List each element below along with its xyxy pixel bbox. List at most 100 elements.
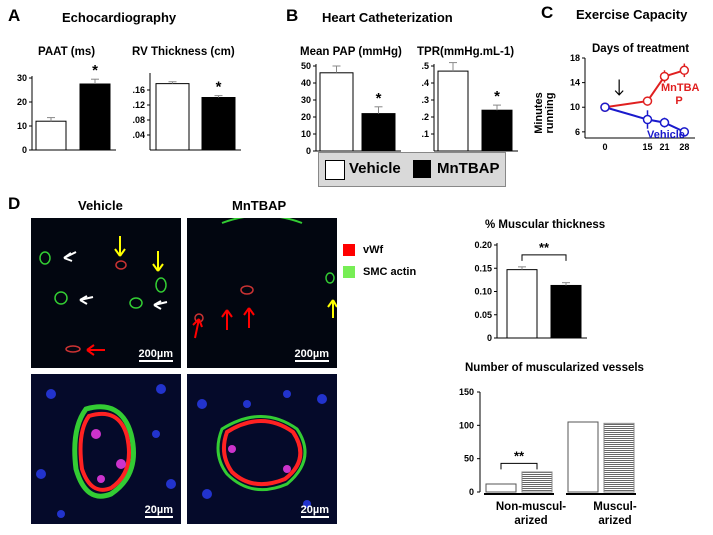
nvessels-title: Number of muscularized vessels [465,362,644,374]
bar-vehicle [35,120,67,151]
treatment-arrow [614,79,624,96]
bar-mntbap [521,471,553,493]
y-tick-label: 0 [22,145,27,155]
significance-star: * [216,79,222,96]
x-tick-label: 21 [659,142,669,152]
micro-vehicle-top: 200µm [31,218,181,368]
significance-bracket [500,462,538,470]
series-line [604,69,685,109]
panel-letter-b: B [286,6,299,25]
significance-bracket [521,254,567,261]
significance-star: * [92,62,98,79]
bar-mntbap [603,422,635,493]
data-point [600,102,610,112]
scale-bar-mntbap-bottom: 20µm [300,504,329,518]
y-tick-label: 20 [17,97,27,107]
nonmusc-label: Non-muscul- arized [495,501,567,527]
x-tick-label: 28 [679,142,689,152]
scale-bar-mntbap-top: 200µm [294,348,329,362]
scale-bar-vehicle-bottom: 20µm [144,504,173,518]
smc-label: SMC actin [363,266,417,278]
data-point [679,127,690,137]
bar-vehicle [567,421,599,493]
x-tick-label: 15 [642,142,652,152]
echo-title: Echocardiography [62,10,177,25]
panel-letter-c: C [541,3,554,22]
legend-box: Vehicle MnTBAP [318,152,506,187]
bar-vehicle [437,70,469,152]
micro-mntbap-label: MnTBAP [232,198,287,213]
micro-mntbap-bottom: 20µm [187,374,337,524]
smc-swatch [343,266,355,278]
y-tick-label: 100 [459,420,474,430]
bar-mntbap [481,109,513,152]
micro-vehicle-bottom: 20µm [31,374,181,524]
days-title: Days of treatment [592,43,690,55]
bar-vehicle [485,483,517,493]
y-tick-label: 50 [301,61,311,71]
y-tick-label: 0.15 [474,263,492,273]
y-tick-label: 0 [487,333,492,343]
y-tick-label: .16 [132,85,145,95]
rv-chart: .04 .08 .12 .16 * [132,73,241,151]
legend-mntbap: MnTBAP [437,160,500,177]
significance-star: * [494,88,500,105]
y-tick-label: 0.05 [474,310,492,320]
y-tick-label: 0.20 [474,240,492,250]
y-tick-label: 0.10 [474,287,492,297]
y-tick-label: 10 [301,129,311,139]
bar-mntbap [550,284,582,339]
legend-vehicle: Vehicle [349,160,401,177]
bar-vehicle [155,83,190,151]
panel-letter-d: D [8,194,21,213]
x-tick-label: 0 [602,142,607,152]
significance-star: ** [514,448,525,463]
mpap-chart: 0 10 20 30 40 50 * [301,61,401,155]
y-tick-label: .12 [132,100,145,110]
y-tick-label: 14 [570,78,580,88]
paat-chart: 0 10 20 30 * [17,62,116,155]
vehicle-swatch [325,160,345,180]
mntbap-swatch [413,160,431,178]
y-tick-label: 30 [301,95,311,105]
mntbap-line-label: MnTBA P [661,82,700,107]
vehicle-line-label: Vehicle [647,129,685,141]
y-tick-label: 6 [575,127,580,137]
y-tick-label: 18 [570,53,580,63]
rv-title: RV Thickness (cm) [132,46,235,58]
paat-title: PAAT (ms) [38,46,96,58]
data-point [642,114,653,125]
exercise-ylabel: Minutes running [533,92,556,134]
significance-star: ** [539,240,550,255]
significance-star: * [376,90,382,107]
tpr-chart: .1 .2 .3 .4 .5 * [421,61,518,152]
bar-mntbap [79,83,111,151]
bar-vehicle [319,72,354,152]
nvessels-chart: 0 50 100 150 ** [459,387,636,497]
y-tick-label: 40 [301,78,311,88]
micro-mntbap-top: 200µm [187,218,337,368]
y-tick-label: 150 [459,387,474,397]
scale-bar-vehicle-top: 200µm [138,348,173,362]
muscular-chart: 0 0.05 0.10 0.15 0.20 ** [474,240,587,343]
cath-title: Heart Catheterization [322,10,453,25]
y-tick-label: 10 [17,121,27,131]
data-point [642,96,653,106]
data-point [679,65,690,76]
y-tick-label: .2 [421,112,429,122]
bar-mntbap [361,113,396,152]
mpap-title: Mean PAP (mmHg) [300,46,402,58]
exercise-chart: 6 10 14 18 0 15 21 28 [570,53,695,152]
vwf-swatch [343,244,355,256]
data-point [659,71,670,82]
bar-vehicle [506,269,538,339]
y-tick-label: .4 [421,78,429,88]
y-tick-label: .3 [421,95,429,105]
micro-vehicle-label: Vehicle [78,198,123,213]
y-tick-label: 10 [570,102,580,112]
data-point [659,117,670,128]
y-tick-label: .1 [421,129,429,139]
y-tick-label: 0 [306,146,311,155]
y-tick-label: .08 [132,115,145,125]
y-tick-label: .04 [132,130,145,140]
